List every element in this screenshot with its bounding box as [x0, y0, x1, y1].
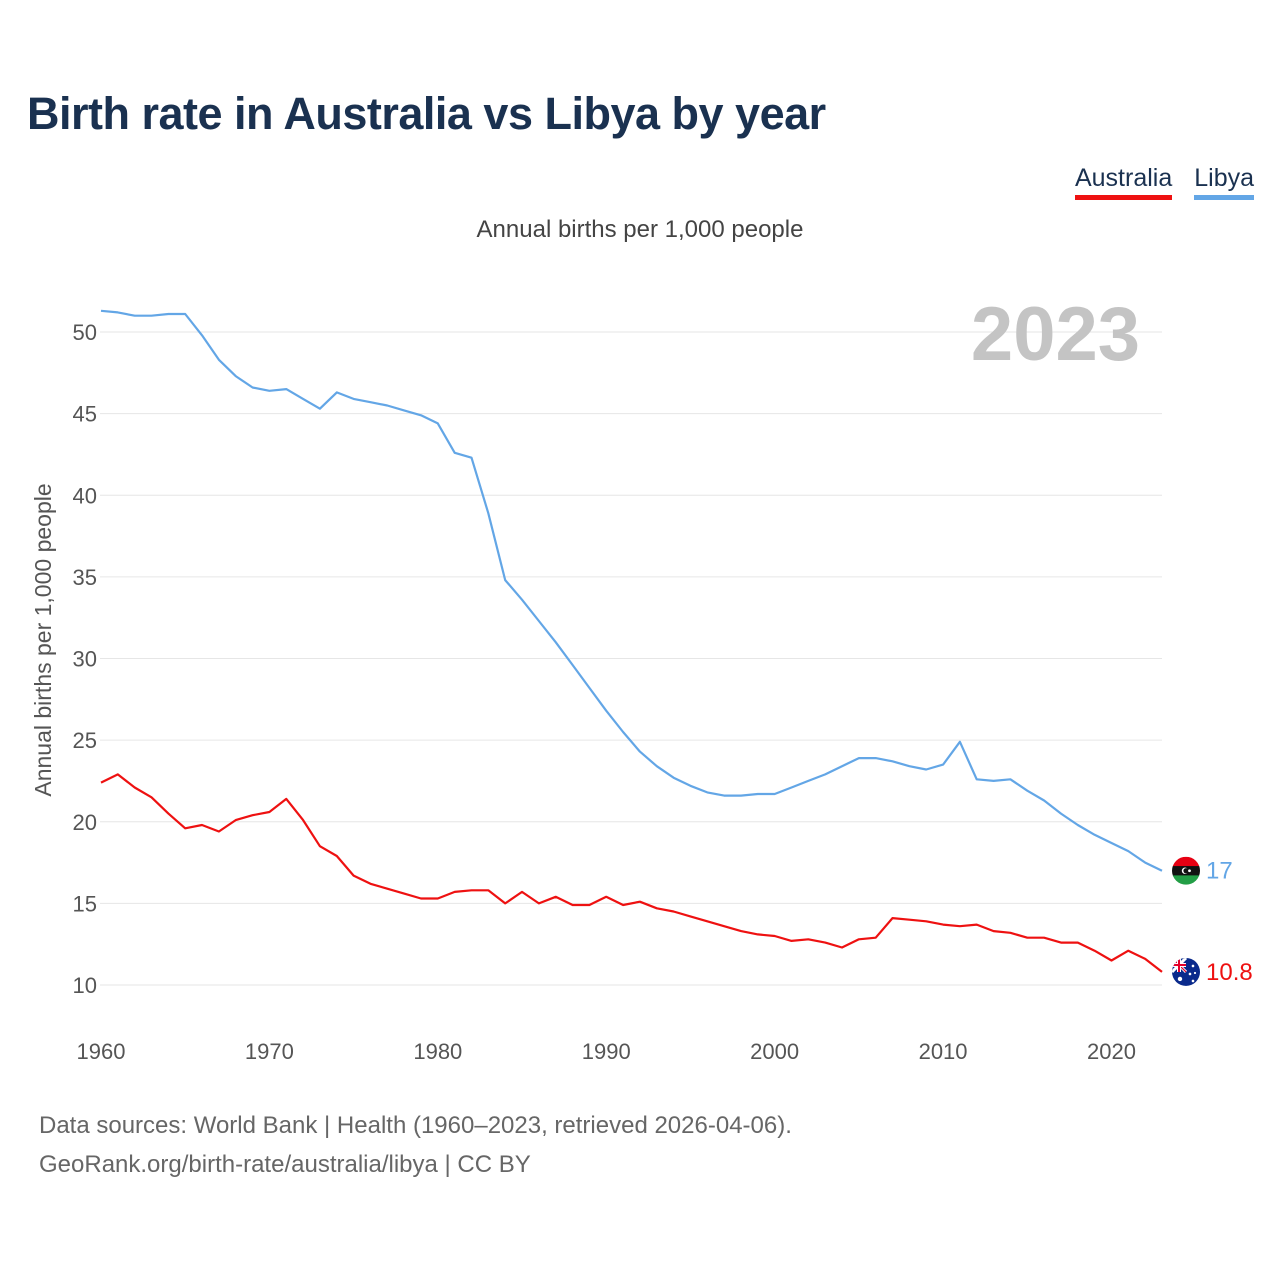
end-value-label-libya: 17 — [1206, 858, 1233, 885]
y-tick-label: 20 — [73, 810, 97, 835]
flag-australia — [1172, 957, 1200, 986]
chart-title: Birth rate in Australia vs Libya by year — [27, 88, 826, 139]
end-markers: 10.8 17 — [1172, 856, 1253, 986]
x-tick-label: 1990 — [582, 1039, 631, 1064]
y-tick-label: 40 — [73, 483, 97, 508]
line-chart: 2023 Annual births per 1,000 people 10 15… — [30, 292, 1253, 1064]
x-tick-label: 2020 — [1087, 1039, 1136, 1064]
legend-item-libya[interactable]: Libya — [1194, 164, 1254, 200]
end-value-label-australia: 10.8 — [1206, 959, 1253, 986]
libya-flag-red — [1172, 856, 1200, 867]
y-axis-ticks: 10 15 20 25 30 35 40 45 50 — [73, 320, 97, 998]
libya-flag-green — [1172, 875, 1200, 885]
australia-flag-star — [1193, 971, 1197, 975]
x-tick-label: 1970 — [245, 1039, 294, 1064]
australia-flag-star — [1188, 972, 1192, 976]
flag-libya — [1172, 856, 1200, 885]
y-axis-label: Annual births per 1,000 people — [30, 483, 56, 796]
x-tick-label: 2010 — [919, 1039, 968, 1064]
y-tick-label: 45 — [73, 402, 97, 427]
y-tick-label: 25 — [73, 728, 97, 753]
source-line-2: GeoRank.org/birth-rate/australia/libya |… — [39, 1151, 531, 1178]
y-tick-label: 50 — [73, 320, 97, 345]
x-tick-label: 1980 — [413, 1039, 462, 1064]
year-display: 2023 — [971, 292, 1140, 377]
chart-subtitle: Annual births per 1,000 people — [476, 216, 804, 243]
x-tick-label: 1960 — [77, 1039, 126, 1064]
legend: Australia Libya — [1074, 164, 1254, 200]
flag-body — [1172, 957, 1200, 986]
x-tick-label: 2000 — [750, 1039, 799, 1064]
y-tick-label: 30 — [73, 647, 97, 672]
y-tick-label: 35 — [73, 565, 97, 590]
data-source: Data sources: World Bank | Health (1960–… — [39, 1106, 792, 1184]
y-tick-label: 10 — [73, 973, 97, 998]
series-line-australia — [100, 773, 1163, 973]
x-axis-ticks: 1960 1970 1980 1990 2000 2010 2020 — [77, 1039, 1136, 1064]
australia-flag-star-large — [1177, 976, 1183, 982]
grid-lines — [100, 331, 1162, 986]
australia-flag-star — [1191, 964, 1195, 968]
source-line-1: Data sources: World Bank | Health (1960–… — [39, 1112, 792, 1139]
flag-body — [1172, 856, 1200, 885]
australia-flag-star — [1191, 979, 1195, 983]
y-tick-label: 15 — [73, 891, 97, 916]
libya-flag-star — [1188, 869, 1191, 873]
libya-flag-crescent-cut — [1183, 868, 1189, 874]
legend-item-australia[interactable]: Australia — [1074, 164, 1173, 200]
series-lines — [100, 309, 1163, 973]
series-line-libya — [100, 309, 1163, 872]
